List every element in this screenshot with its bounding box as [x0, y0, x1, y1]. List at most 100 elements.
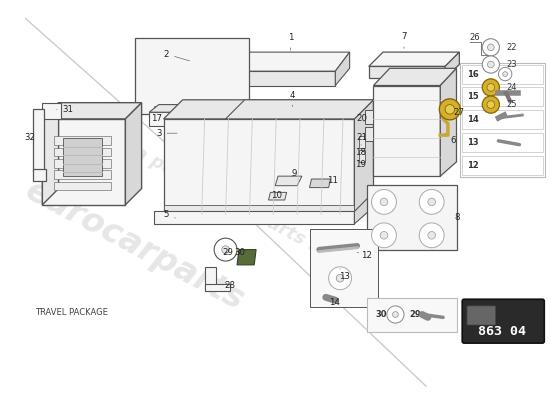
Text: 2: 2 [164, 50, 190, 61]
Polygon shape [33, 109, 45, 171]
Polygon shape [211, 106, 223, 114]
Text: 15: 15 [467, 92, 478, 102]
Text: 13: 13 [467, 138, 478, 147]
Text: 24: 24 [506, 83, 516, 92]
Circle shape [34, 138, 43, 148]
Circle shape [498, 67, 512, 81]
FancyBboxPatch shape [467, 306, 496, 325]
Text: 5: 5 [164, 210, 175, 219]
Polygon shape [42, 103, 59, 205]
Polygon shape [154, 71, 336, 86]
Polygon shape [33, 170, 46, 181]
Text: 14: 14 [329, 298, 340, 306]
Polygon shape [368, 66, 445, 78]
Circle shape [372, 223, 397, 248]
Text: 16: 16 [467, 70, 478, 78]
Polygon shape [54, 136, 111, 145]
Circle shape [487, 61, 494, 68]
FancyBboxPatch shape [462, 156, 543, 175]
Circle shape [329, 267, 351, 290]
Text: 29: 29 [410, 310, 421, 319]
FancyBboxPatch shape [462, 299, 544, 343]
Circle shape [439, 99, 460, 120]
Text: 10: 10 [271, 191, 282, 200]
Polygon shape [125, 103, 141, 205]
FancyBboxPatch shape [310, 229, 378, 307]
Text: 32: 32 [25, 134, 36, 142]
Circle shape [214, 238, 237, 261]
Polygon shape [163, 119, 354, 214]
Polygon shape [42, 119, 125, 205]
Polygon shape [54, 170, 111, 179]
Text: 19: 19 [355, 160, 366, 169]
Polygon shape [336, 52, 350, 86]
Circle shape [419, 190, 444, 214]
FancyBboxPatch shape [367, 298, 458, 332]
Polygon shape [63, 138, 102, 176]
Polygon shape [275, 176, 302, 186]
Circle shape [482, 56, 499, 73]
Polygon shape [54, 148, 111, 156]
Text: 17: 17 [151, 114, 168, 123]
Text: 29: 29 [222, 248, 233, 257]
FancyBboxPatch shape [367, 185, 458, 250]
FancyBboxPatch shape [462, 133, 543, 152]
Circle shape [428, 198, 436, 206]
Text: 8: 8 [455, 213, 460, 222]
Polygon shape [54, 159, 111, 168]
Polygon shape [42, 103, 141, 119]
Text: 863 04: 863 04 [478, 325, 526, 338]
Text: 26: 26 [470, 33, 481, 42]
Text: 20: 20 [356, 114, 367, 123]
FancyBboxPatch shape [462, 110, 543, 129]
Polygon shape [135, 38, 250, 114]
Text: 12: 12 [358, 251, 372, 260]
Circle shape [226, 57, 235, 66]
Polygon shape [445, 52, 459, 78]
Polygon shape [42, 103, 62, 119]
Polygon shape [226, 100, 373, 119]
Circle shape [336, 274, 344, 282]
Polygon shape [365, 128, 372, 141]
Circle shape [380, 198, 388, 206]
Text: 30: 30 [234, 248, 245, 257]
Polygon shape [173, 106, 185, 114]
Circle shape [387, 306, 404, 323]
Polygon shape [205, 267, 216, 291]
Circle shape [482, 79, 499, 96]
Circle shape [208, 44, 214, 50]
Circle shape [487, 101, 494, 108]
Text: 30: 30 [376, 310, 387, 319]
Polygon shape [230, 106, 242, 114]
Polygon shape [359, 136, 365, 148]
Circle shape [372, 190, 397, 214]
Text: 1: 1 [288, 33, 293, 50]
Circle shape [482, 96, 499, 113]
Circle shape [232, 44, 238, 50]
Polygon shape [354, 195, 371, 224]
Text: eurocarparts: eurocarparts [20, 174, 250, 318]
FancyBboxPatch shape [462, 64, 543, 84]
Polygon shape [237, 250, 256, 265]
Text: 3: 3 [156, 129, 177, 138]
Text: 4: 4 [290, 90, 295, 106]
Text: 9: 9 [292, 169, 297, 178]
Polygon shape [149, 104, 240, 112]
Text: 14: 14 [467, 115, 478, 124]
Polygon shape [310, 179, 331, 188]
Circle shape [161, 44, 167, 50]
Polygon shape [205, 284, 230, 291]
Polygon shape [163, 205, 354, 214]
Circle shape [393, 312, 398, 317]
Polygon shape [368, 52, 459, 66]
Polygon shape [373, 86, 440, 176]
Circle shape [202, 57, 211, 66]
Polygon shape [268, 192, 287, 200]
Text: 21: 21 [356, 134, 367, 142]
Polygon shape [154, 52, 350, 71]
Polygon shape [192, 106, 204, 114]
Polygon shape [54, 182, 111, 190]
Polygon shape [373, 68, 456, 86]
Polygon shape [149, 112, 230, 126]
Polygon shape [163, 100, 373, 119]
